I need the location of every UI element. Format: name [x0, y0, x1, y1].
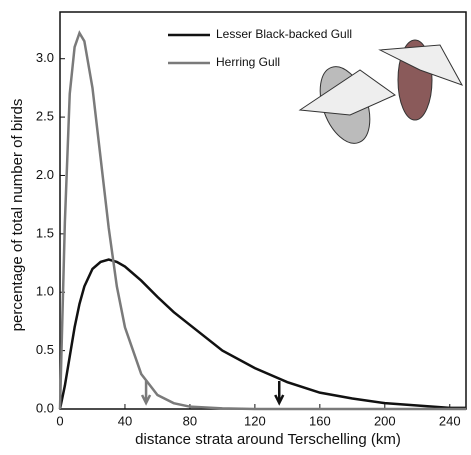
- y-tick-label: 3.0: [36, 50, 54, 65]
- gull-wing: [298, 69, 397, 116]
- x-tick-label: 120: [244, 413, 266, 428]
- series-line: [58, 258, 466, 410]
- y-tick-label: 2.0: [36, 167, 54, 182]
- distance-arrow: [274, 381, 285, 406]
- x-tick-label: 200: [374, 413, 396, 428]
- x-tick-label: 40: [118, 413, 132, 428]
- y-tick-label: 2.5: [36, 109, 54, 124]
- gull-wing: [378, 44, 464, 86]
- distance-arrow: [140, 381, 152, 406]
- x-tick-label: 80: [183, 413, 197, 428]
- x-tick-label: 240: [439, 413, 461, 428]
- x-tick-label: 160: [309, 413, 331, 428]
- legend-label: Lesser Black-backed Gull: [216, 27, 352, 41]
- y-axis-label: percentage of total number of birds: [9, 99, 26, 332]
- y-tick-label: 1.0: [36, 284, 54, 299]
- legend-label: Herring Gull: [216, 55, 280, 69]
- bird-illustrations: [298, 39, 464, 144]
- y-tick-label: 0.0: [36, 400, 54, 415]
- x-tick-label: 0: [56, 413, 63, 428]
- x-axis-label: distance strata around Terschelling (km): [135, 431, 401, 448]
- y-tick-label: 1.5: [36, 225, 54, 240]
- y-tick-label: 0.5: [36, 342, 54, 357]
- series-line: [58, 30, 466, 411]
